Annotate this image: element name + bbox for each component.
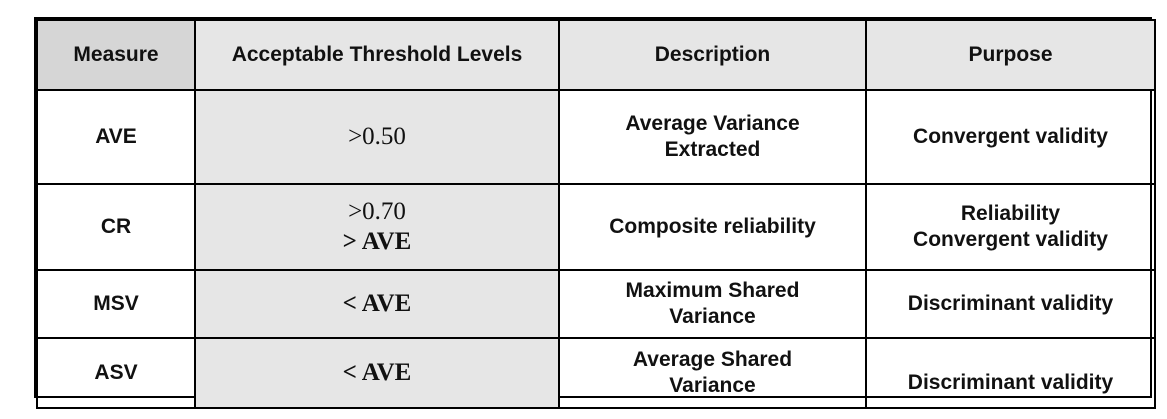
validity-measures-table: Measure Acceptable Threshold Levels Desc… — [34, 17, 1156, 409]
description-line: Composite reliability — [609, 215, 816, 238]
description-line: Variance — [669, 374, 756, 397]
threshold-cell: >0.50 — [194, 89, 560, 185]
table: Measure Acceptable Threshold Levels Desc… — [36, 19, 1156, 409]
description-cell: Average Variance Extracted — [558, 89, 867, 185]
measure-cell: CR — [36, 183, 196, 271]
purpose-line: Reliability — [960, 202, 1061, 225]
description-line: Extracted — [664, 138, 761, 161]
threshold-value: < AVE — [342, 359, 412, 386]
table-row: AVE >0.50 Average Variance Extracted Con… — [36, 89, 1156, 185]
measure-cell: MSV — [36, 269, 196, 339]
purpose-cell: Convergent validity — [865, 89, 1156, 185]
header-description: Description — [558, 19, 867, 91]
description-line: Maximum Shared — [625, 279, 800, 302]
purpose-cell: Reliability Convergent validity — [865, 183, 1156, 271]
threshold-value: >0.50 — [348, 123, 406, 150]
threshold-value: > AVE — [342, 228, 412, 255]
threshold-value: < AVE — [342, 290, 412, 317]
table-row: CR >0.70 > AVE Composite reliability Rel… — [36, 183, 1156, 271]
table-row: MSV < AVE Maximum Shared Variance Discri… — [36, 269, 1156, 339]
purpose-cell: Discriminant validity — [865, 337, 1156, 409]
header-threshold: Acceptable Threshold Levels — [194, 19, 560, 91]
table-row: ASV < AVE Average Shared Variance Discri… — [36, 337, 1156, 409]
description-line: Average Shared — [632, 348, 793, 371]
purpose-line: Discriminant validity — [907, 371, 1114, 394]
description-cell: Maximum Shared Variance — [558, 269, 867, 339]
description-line: Average Variance — [625, 112, 800, 135]
description-cell: Average Shared Variance — [558, 337, 867, 409]
measure-cell: AVE — [36, 89, 196, 185]
purpose-line: Convergent validity — [913, 228, 1108, 251]
description-cell: Composite reliability — [558, 183, 867, 271]
description-line: Variance — [669, 305, 756, 328]
threshold-cell: >0.70 > AVE — [194, 183, 560, 271]
purpose-cell: Discriminant validity — [865, 269, 1156, 339]
header-purpose: Purpose — [865, 19, 1156, 91]
threshold-cell: < AVE — [194, 337, 560, 409]
threshold-cell: < AVE — [194, 269, 560, 339]
threshold-value: >0.70 — [348, 198, 406, 225]
measure-cell: ASV — [36, 337, 196, 409]
purpose-line: Discriminant validity — [907, 292, 1114, 315]
header-row: Measure Acceptable Threshold Levels Desc… — [36, 19, 1156, 91]
purpose-line: Convergent validity — [913, 125, 1108, 148]
header-measure: Measure — [36, 19, 196, 91]
